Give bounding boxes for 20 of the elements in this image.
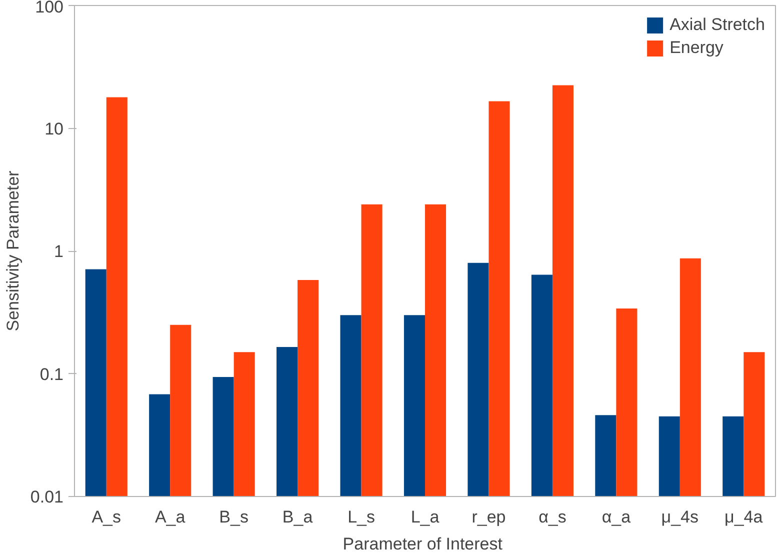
x-axis-title: Parameter of Interest xyxy=(342,534,503,554)
y-tick-label: 1 xyxy=(54,242,64,261)
y-tick-label: 10 xyxy=(44,119,64,138)
x-tick-label: A_s xyxy=(92,508,122,526)
y-tick-label: 0.1 xyxy=(40,364,64,384)
legend-label: Energy xyxy=(670,38,724,58)
y-tick-label: 0.01 xyxy=(30,488,64,506)
x-tick-label: B_s xyxy=(219,508,248,526)
x-tick-label: α_a xyxy=(602,508,632,526)
legend-label: Axial Stretch xyxy=(670,15,765,35)
x-tick-label: μ_4s xyxy=(661,508,699,526)
x-tick-label: α_s xyxy=(538,508,566,526)
x-tick-label: B_a xyxy=(282,508,314,526)
y-tick-label: 100 xyxy=(35,0,64,16)
x-tick-label: r_ep xyxy=(472,508,506,526)
y-axis-title: Sensitivity Parameter xyxy=(3,170,22,332)
x-tick-label: μ_4a xyxy=(724,508,764,526)
x-tick-label: L_s xyxy=(348,508,375,526)
x-tick-label: L_a xyxy=(410,508,440,526)
x-tick-label: A_a xyxy=(154,508,186,526)
